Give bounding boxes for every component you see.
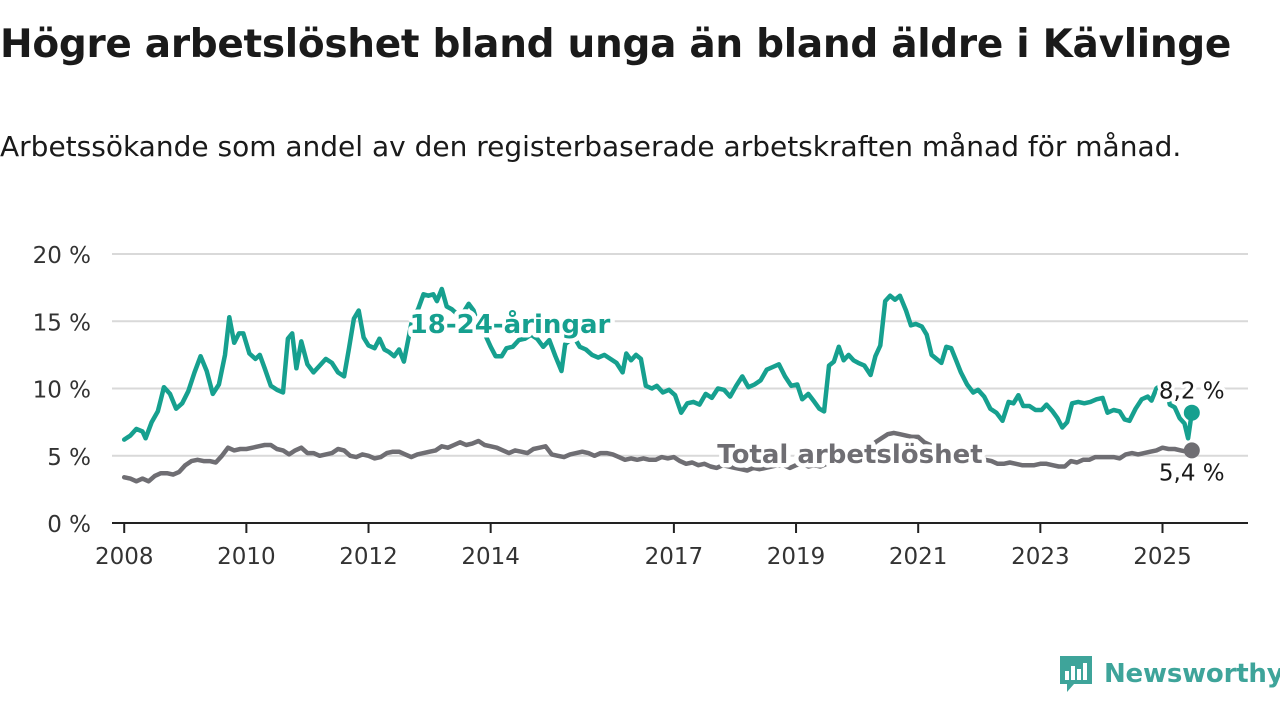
total-end-label-halo: 5,4 % bbox=[1159, 460, 1225, 486]
y-tick-label: 5 % bbox=[47, 445, 91, 471]
x-tick-label: 2014 bbox=[461, 544, 520, 570]
youth-end-label-halo: 8,2 % bbox=[1159, 379, 1225, 405]
youth-end-label: 8,2 % bbox=[1159, 379, 1225, 405]
total-end-dot bbox=[1183, 442, 1200, 459]
youth-series-line bbox=[121, 286, 1195, 442]
line-chart: 0 % 5 % 10 % 15 % 20 % 2008 2010 2012 2014 2017 20… bbox=[33, 243, 1248, 570]
total-series-label: Total arbetslöshet bbox=[717, 440, 982, 470]
y-tick-label: 0 % bbox=[47, 512, 91, 538]
youth-series-label: 18-24-åringar bbox=[410, 308, 611, 340]
y-tick-label: 10 % bbox=[33, 378, 91, 404]
brand-name: Newsworthy bbox=[1104, 659, 1280, 689]
x-tick-label: 2017 bbox=[645, 544, 704, 570]
y-tick-label: 15 % bbox=[33, 310, 91, 336]
youth-series-label-halo: 18-24-åringar bbox=[410, 308, 611, 340]
x-tick-label: 2012 bbox=[339, 544, 398, 570]
chart-subtitle: Arbetssökande som andel av den registerb… bbox=[0, 130, 1182, 163]
x-tick-label: 2023 bbox=[1011, 544, 1070, 570]
youth-end-dot bbox=[1183, 404, 1200, 421]
total-series-label-halo: Total arbetslöshet bbox=[717, 440, 982, 470]
x-tick-label: 2025 bbox=[1133, 544, 1192, 570]
x-tick-label: 2021 bbox=[889, 544, 948, 570]
y-tick-label: 20 % bbox=[33, 243, 91, 269]
brand-logo: Newsworthy bbox=[1058, 654, 1280, 694]
total-series-line bbox=[121, 430, 1195, 484]
chart-title: Högre arbetslöshet bland unga än bland ä… bbox=[0, 22, 1232, 67]
x-tick-label: 2010 bbox=[217, 544, 276, 570]
total-end-label: 5,4 % bbox=[1159, 460, 1225, 486]
x-tick-label: 2008 bbox=[95, 544, 154, 570]
newsworthy-chart-logo-icon bbox=[1060, 656, 1092, 692]
x-tick-label: 2019 bbox=[767, 544, 826, 570]
